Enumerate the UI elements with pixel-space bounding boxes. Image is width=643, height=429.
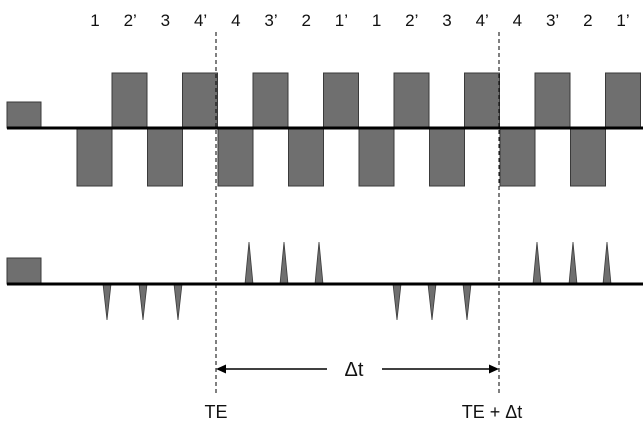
- echo-label: 4: [513, 11, 522, 30]
- negative-gradient-lobe: [499, 127, 536, 187]
- negative-gradient-lobe: [217, 127, 254, 187]
- negative-phase-blip: [173, 283, 183, 321]
- positive-gradient-lobe: [534, 72, 571, 129]
- positive-gradient-lobe: [182, 72, 218, 129]
- positive-phase-blip: [602, 241, 612, 285]
- negative-phase-blip: [392, 283, 402, 321]
- echo-label: 2’: [405, 11, 418, 30]
- negative-gradient-lobe: [570, 127, 606, 187]
- prephaser-lobe: [6, 101, 42, 129]
- phase-blip-row: [6, 241, 643, 321]
- negative-gradient-lobe: [429, 127, 465, 187]
- positive-gradient-lobe: [464, 72, 500, 129]
- negative-gradient-lobe: [76, 127, 113, 187]
- phase-prephaser-lobe: [6, 257, 42, 285]
- negative-phase-blip: [138, 283, 148, 321]
- te-plus-dt-label: TE + Δt: [462, 402, 523, 422]
- positive-gradient-lobe: [111, 72, 148, 129]
- negative-phase-blip: [462, 283, 472, 321]
- echo-label: 4’: [194, 11, 207, 30]
- negative-gradient-lobe: [358, 127, 395, 187]
- echo-label: 2: [301, 11, 310, 30]
- echo-label: 2’: [124, 11, 137, 30]
- delta-t-label: Δt: [345, 359, 364, 381]
- positive-phase-blip: [532, 241, 542, 285]
- echo-label: 4’: [476, 11, 489, 30]
- echo-label: 2: [583, 11, 592, 30]
- echo-label: 1’: [616, 11, 629, 30]
- echo-label: 1: [372, 11, 381, 30]
- echo-label-row: 1 2’ 3 4’ 4 3’ 2 1’ 1 2’ 3 4’ 4 3’ 2 1’: [90, 11, 629, 30]
- delta-t-arrow: [216, 364, 499, 374]
- echo-label: 4: [231, 11, 240, 30]
- negative-phase-blip: [102, 283, 112, 321]
- negative-phase-blip: [427, 283, 437, 321]
- echo-label: 1: [90, 11, 99, 30]
- negative-gradient-lobe: [147, 127, 183, 187]
- positive-phase-blip: [244, 241, 254, 285]
- readout-gradient-row: [6, 72, 643, 187]
- positive-phase-blip: [568, 241, 578, 285]
- negative-gradient-lobe: [288, 127, 324, 187]
- positive-gradient-lobe: [393, 72, 430, 129]
- positive-phase-blip: [279, 241, 289, 285]
- positive-gradient-lobe: [323, 72, 359, 129]
- positive-gradient-lobe: [252, 72, 289, 129]
- echo-label: 3: [161, 11, 170, 30]
- echo-label: 3’: [264, 11, 277, 30]
- echo-label: 3: [442, 11, 451, 30]
- positive-phase-blip: [314, 241, 324, 285]
- echo-label: 1’: [335, 11, 348, 30]
- te-label: TE: [204, 402, 227, 422]
- positive-gradient-lobe: [605, 72, 641, 129]
- echo-label: 3’: [546, 11, 559, 30]
